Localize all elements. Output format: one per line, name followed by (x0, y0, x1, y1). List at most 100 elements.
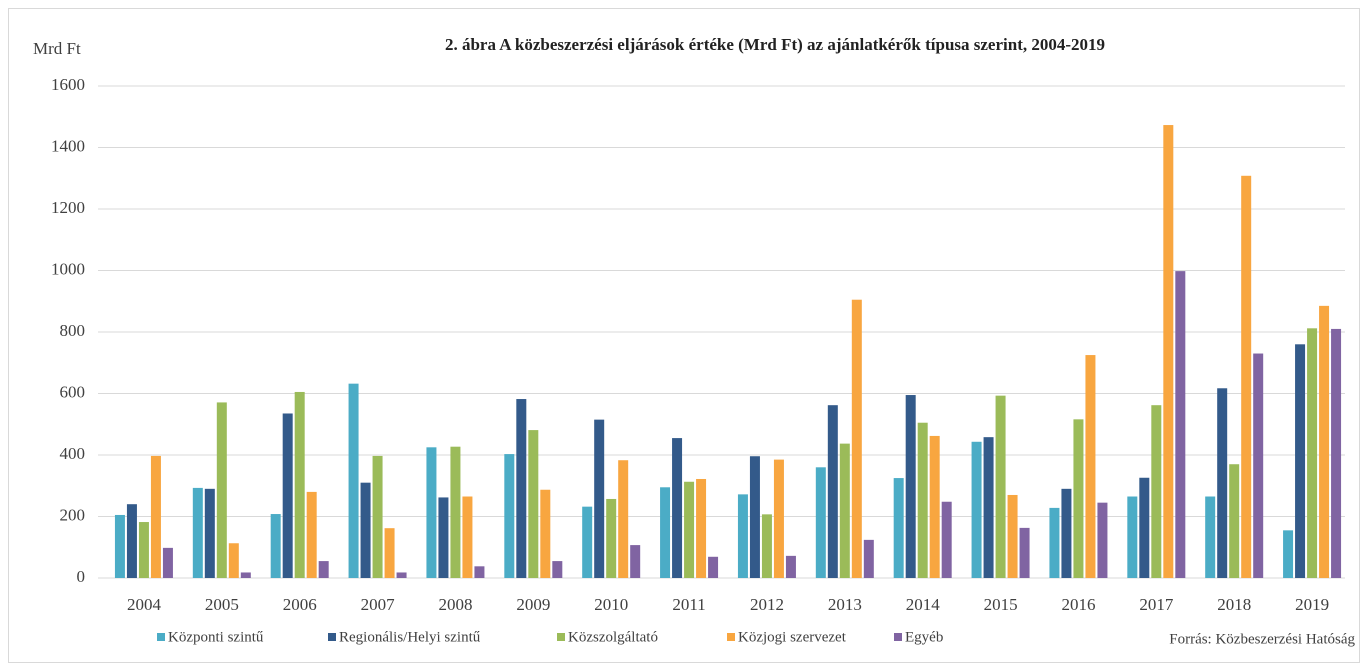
bar (450, 446, 461, 578)
bar (384, 528, 395, 578)
bar (438, 497, 449, 578)
y-tick-label: 200 (60, 505, 86, 524)
bar (348, 383, 359, 578)
bar (1061, 488, 1072, 578)
bar (1295, 344, 1306, 578)
bar (540, 489, 551, 578)
legend: Egyéb (905, 629, 943, 645)
bar (462, 496, 473, 578)
bar (1253, 353, 1264, 578)
x-tick-label: 2013 (828, 595, 862, 614)
bar (1151, 405, 1162, 578)
bar (1229, 464, 1240, 578)
bar (1283, 530, 1294, 578)
bar (426, 447, 437, 578)
bar (1007, 494, 1018, 578)
bar (1319, 305, 1330, 578)
x-tick-label: 2007 (361, 595, 396, 614)
bar (785, 555, 796, 578)
bar (318, 561, 329, 578)
legend: Központi szintű (168, 629, 264, 645)
bar (983, 437, 994, 578)
bar (749, 456, 760, 578)
bar (192, 487, 203, 578)
bar (516, 399, 527, 578)
bar (1205, 496, 1216, 578)
y-axis-label: Mrd Ft (33, 39, 81, 58)
bar (1073, 419, 1084, 578)
bar (594, 419, 605, 578)
legend-swatch (328, 633, 336, 641)
bar (228, 543, 239, 578)
bar (863, 539, 874, 578)
bar (1139, 477, 1150, 578)
bar (294, 391, 305, 578)
legend-swatch (157, 633, 165, 641)
y-tick-label: 1200 (51, 198, 85, 217)
bar (1163, 125, 1174, 579)
y-tick-label: 400 (60, 444, 86, 463)
source: Forrás: Közbeszerzési Hatóság (1169, 631, 1355, 647)
x-tick-label: 2019 (1295, 595, 1329, 614)
x-tick-label: 2010 (594, 595, 628, 614)
bar (684, 481, 695, 578)
x-tick-label: 2014 (906, 595, 941, 614)
bar (893, 478, 904, 578)
bar (815, 467, 826, 578)
bar (204, 488, 215, 578)
x-tick-label: 2018 (1217, 595, 1251, 614)
chart-title: 2. ábra A közbeszerzési eljárások értéke… (445, 35, 1105, 54)
bar (114, 514, 125, 578)
y-tick-label: 0 (77, 567, 86, 586)
bar (1241, 175, 1252, 579)
bar (396, 572, 407, 578)
bar (1085, 355, 1096, 578)
bar (773, 459, 784, 578)
legend: Közszolgáltató (568, 629, 658, 645)
y-tick-label: 1400 (51, 136, 85, 155)
x-tick-label: 2015 (984, 595, 1018, 614)
x-tick-label: 2012 (750, 595, 784, 614)
bar (1097, 502, 1108, 578)
bar (618, 460, 629, 578)
x-tick-label: 2006 (283, 595, 317, 614)
bar (851, 299, 862, 578)
bar (162, 547, 173, 578)
bar (240, 572, 251, 578)
bar (672, 438, 683, 578)
y-tick-label: 1600 (51, 75, 85, 94)
bar (971, 441, 982, 578)
bar (372, 455, 383, 578)
bar (606, 498, 617, 578)
bar (1019, 527, 1030, 578)
bar (306, 491, 317, 578)
bar (737, 494, 748, 578)
bar (360, 482, 371, 578)
bar (282, 413, 293, 578)
y-tick-label: 1000 (51, 259, 85, 278)
x-tick-label: 2008 (438, 595, 472, 614)
bar (761, 514, 772, 578)
bar (839, 443, 850, 578)
bar (1331, 328, 1342, 578)
bar (1175, 271, 1186, 578)
x-tick-label: 2011 (672, 595, 705, 614)
legend: Regionális/Helyi szintű (339, 629, 481, 645)
y-tick-label: 600 (60, 382, 86, 401)
x-tick-label: 2017 (1139, 595, 1174, 614)
bar (708, 556, 719, 578)
bar (660, 487, 671, 578)
bar (504, 454, 515, 578)
legend-swatch (894, 633, 902, 641)
bar (270, 514, 281, 578)
bar (126, 504, 137, 578)
bar (696, 478, 707, 578)
bar (474, 566, 485, 578)
bar (917, 422, 928, 578)
bar (929, 435, 940, 578)
bar (582, 506, 593, 578)
bar (138, 522, 149, 578)
bar (1307, 328, 1318, 578)
bar (1217, 388, 1228, 578)
bar (905, 395, 916, 578)
